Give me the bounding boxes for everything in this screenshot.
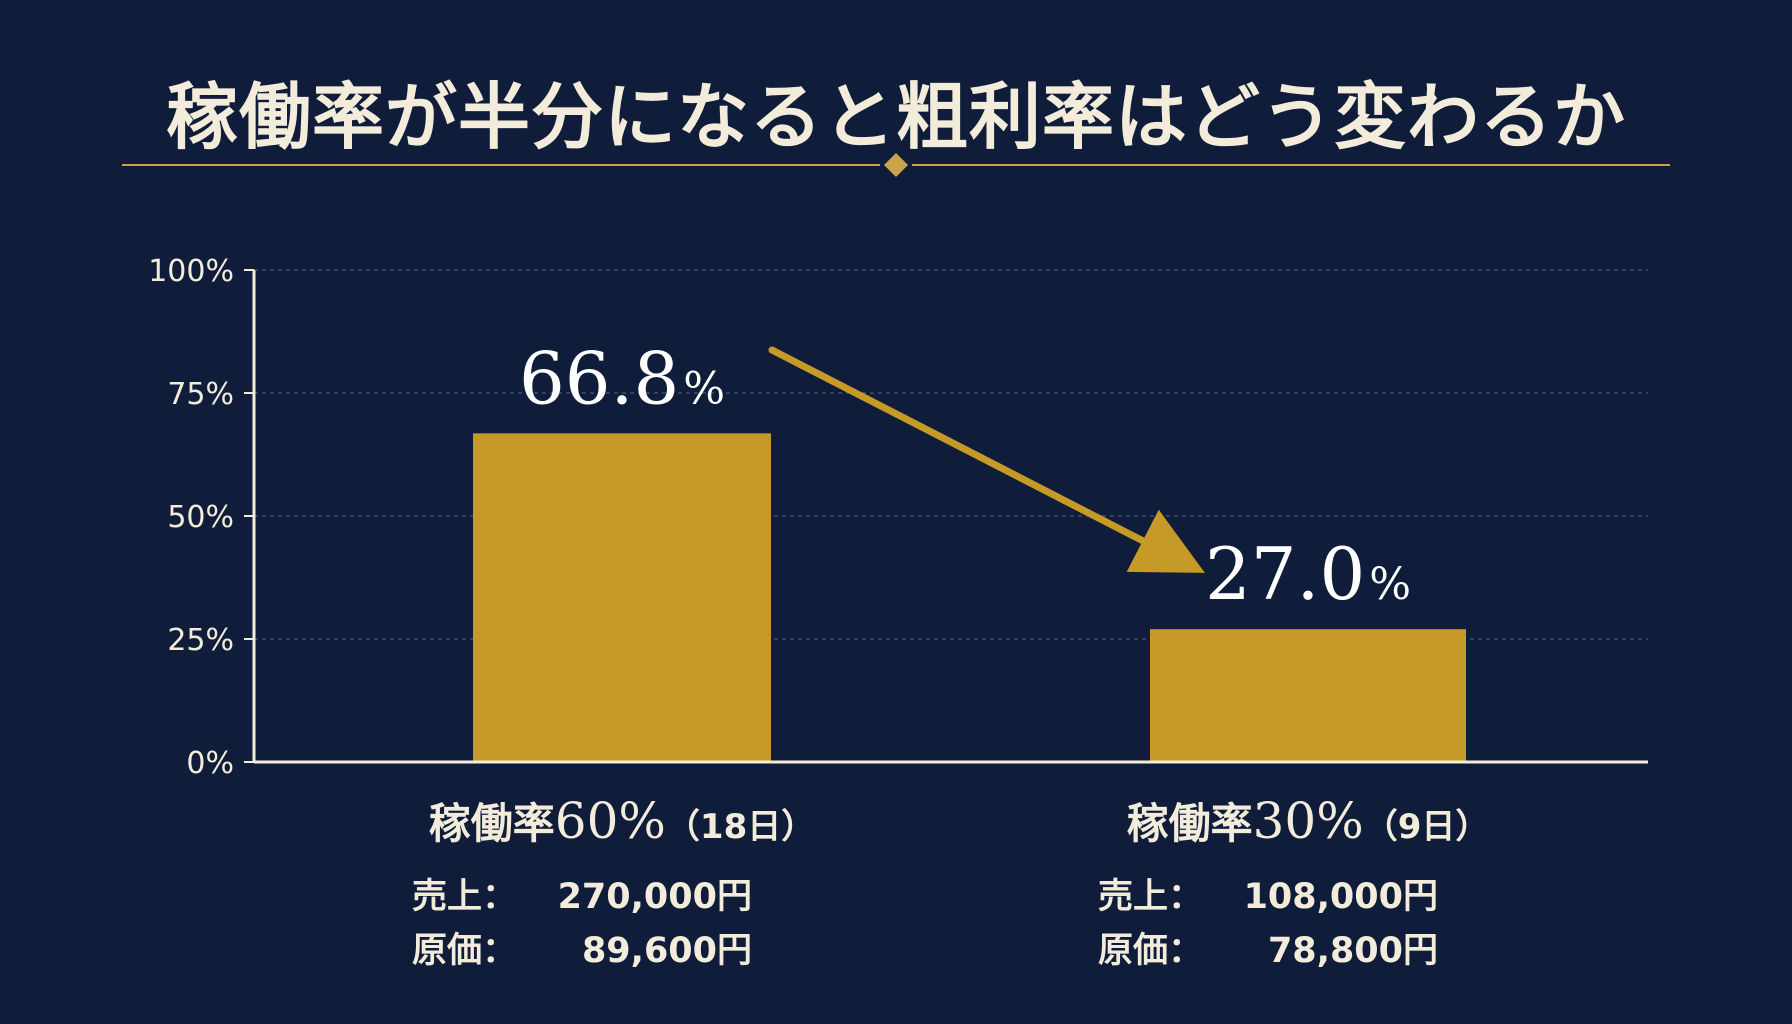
cost-label-2: 原価： xyxy=(1098,931,1204,971)
divider-diamond xyxy=(884,153,908,177)
x-category-2-days: （9日） xyxy=(1363,807,1490,847)
detail-block-1: 売上： 270,000円 原価： 89,600円 xyxy=(412,870,832,978)
cost-value-2: 78,800円 xyxy=(1267,931,1438,971)
y-tick-label: 75% xyxy=(167,377,234,412)
x-category-2-name: 稼働率 xyxy=(1126,799,1253,848)
bar-value-label-1: 66.8% xyxy=(519,336,725,420)
axes xyxy=(252,270,1648,764)
x-category-1-pct: 60% xyxy=(554,792,666,850)
grid-lines xyxy=(254,269,1648,640)
y-tick-label: 100% xyxy=(148,254,234,289)
sales-label-1: 売上： xyxy=(412,877,518,917)
bar-value-number: 66.8 xyxy=(519,336,679,420)
cost-row-1: 原価： 89,600円 xyxy=(412,924,832,978)
bar-1 xyxy=(473,433,771,762)
sales-label-2: 売上： xyxy=(1098,877,1204,917)
cost-row-2: 原価： 78,800円 xyxy=(1098,924,1518,978)
sales-row-2: 売上： 108,000円 xyxy=(1098,870,1518,924)
x-category-2: 稼働率30%（9日） xyxy=(1058,790,1558,851)
y-tick-label: 25% xyxy=(167,623,234,658)
bar-value-labels: 66.8%27.0% xyxy=(519,336,1411,616)
x-category-2-pct: 30% xyxy=(1252,792,1364,850)
cost-value-1: 89,600円 xyxy=(581,931,752,971)
x-category-1-days: （18日） xyxy=(665,807,816,847)
sales-value-2: 108,000円 xyxy=(1243,877,1438,917)
trend-arrow-line xyxy=(768,346,1205,573)
x-category-1: 稼働率60%（18日） xyxy=(372,790,872,851)
cost-label-1: 原価： xyxy=(412,931,518,971)
bar-value-unit: % xyxy=(683,363,725,414)
bar-2 xyxy=(1150,629,1466,762)
y-axis-ticks: 0% 25% 50% 75% 100% xyxy=(148,254,254,781)
x-category-1-name: 稼働率 xyxy=(428,799,555,848)
trend-arrow xyxy=(768,346,1205,573)
bars xyxy=(473,433,1466,762)
bar-value-label-2: 27.0% xyxy=(1205,532,1411,616)
title-divider xyxy=(122,153,1670,177)
bar-value-unit: % xyxy=(1369,559,1411,610)
bar-value-number: 27.0 xyxy=(1205,532,1365,616)
detail-block-2: 売上： 108,000円 原価： 78,800円 xyxy=(1098,870,1518,978)
y-tick-label: 50% xyxy=(167,500,234,535)
y-tick-label: 0% xyxy=(186,746,234,781)
sales-value-1: 270,000円 xyxy=(557,877,752,917)
sales-row-1: 売上： 270,000円 xyxy=(412,870,832,924)
chart-title: 稼働率が半分になると粗利率はどう変わるか xyxy=(165,74,1626,159)
